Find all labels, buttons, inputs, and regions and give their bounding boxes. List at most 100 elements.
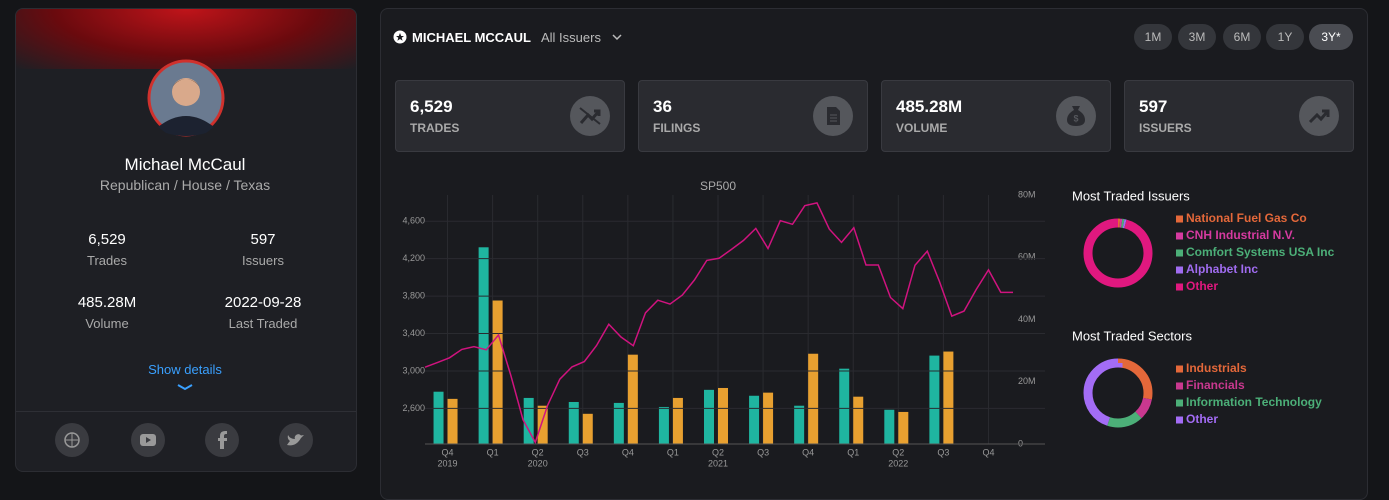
legend-swatch [1176, 416, 1183, 424]
legend-label: CNH Industrial N.V. [1186, 228, 1295, 242]
period-button[interactable]: 6M [1223, 24, 1261, 50]
volume-bar [568, 401, 579, 444]
profile-name: Michael McCaul [124, 155, 246, 174]
x-year-label: 2021 [708, 458, 728, 468]
legend-swatch [1176, 399, 1183, 407]
x-tick-label: Q1 [667, 447, 679, 457]
donut-title: Most Traded Sectors [1072, 328, 1192, 343]
twitter-icon[interactable] [279, 423, 313, 457]
volume-bar [839, 368, 850, 444]
header-name: MICHAEL MCCAUL [412, 30, 531, 45]
stat-label: Issuers [242, 253, 284, 268]
social-icons [55, 423, 313, 457]
period-button[interactable]: 3Y* [1309, 24, 1353, 50]
volume-bar [808, 353, 819, 444]
card-value: 36 [653, 97, 672, 116]
volume-bar [447, 398, 458, 444]
stat-label: Trades [87, 253, 127, 268]
y2-tick-label: 40M [1018, 314, 1036, 324]
y-tick-label: 3,400 [402, 328, 425, 338]
x-tick-label: Q4 [622, 447, 634, 457]
volume-bar [749, 395, 760, 444]
x-tick-label: Q4 [442, 447, 454, 457]
sp500-line [424, 202, 1013, 445]
legend-swatch [1176, 249, 1183, 257]
y-tick-label: 3,800 [402, 290, 425, 300]
donut-segment [1083, 218, 1153, 288]
x-tick-label: Q1 [847, 447, 859, 457]
volume-bar [929, 355, 940, 444]
separator [16, 411, 356, 412]
y-tick-label: 3,000 [402, 365, 425, 375]
legend-label: Financials [1186, 378, 1245, 392]
x-year-label: 2020 [528, 458, 548, 468]
legend-swatch [1176, 283, 1183, 291]
star-icon [393, 30, 407, 44]
facebook-icon[interactable] [205, 423, 239, 457]
dropdown-chevron [612, 34, 622, 41]
legend-swatch [1176, 365, 1183, 373]
card-icon [570, 96, 610, 136]
volume-bar [898, 411, 909, 444]
volume-bar [492, 300, 503, 444]
chart-title: SP500 [700, 179, 736, 193]
volume-bar [537, 405, 548, 444]
legend-swatch [1176, 232, 1183, 240]
stat-card: 6,529 TRADES [395, 80, 625, 152]
card-icon: $ [1056, 96, 1096, 136]
legend-label: National Fuel Gas Co [1186, 211, 1307, 225]
card-value: 6,529 [410, 97, 453, 116]
x-tick-label: Q2 [892, 447, 904, 457]
issuer-filter[interactable]: All Issuers [541, 30, 601, 45]
y2-tick-label: 80M [1018, 189, 1036, 199]
x-tick-label: Q1 [487, 447, 499, 457]
volume-bar [853, 396, 864, 444]
volume-bar [613, 402, 624, 444]
x-tick-label: Q4 [802, 447, 814, 457]
x-tick-label: Q3 [937, 447, 949, 457]
stat-value: 597 [250, 231, 276, 248]
volume-bar [672, 397, 683, 444]
stat-card: 36 FILINGS [638, 80, 868, 152]
volume-bar [478, 247, 489, 444]
stat-value: 485.28M [77, 294, 137, 311]
profile-card [15, 8, 357, 472]
volume-bar [658, 406, 669, 444]
avatar [147, 59, 225, 137]
donut-segment [1083, 358, 1153, 428]
stat-value: 6,529 [88, 231, 126, 248]
period-button[interactable]: 1Y [1266, 24, 1304, 50]
youtube-icon[interactable] [131, 423, 165, 457]
period-button[interactable]: 1M [1134, 24, 1172, 50]
show-details[interactable]: Show details [148, 362, 222, 377]
volume-bar [523, 397, 534, 444]
card-label: TRADES [410, 121, 460, 135]
card-icon [1299, 96, 1339, 136]
x-tick-label: Q3 [757, 447, 769, 457]
volume-bar [582, 413, 593, 444]
y2-tick-label: 20M [1018, 376, 1036, 386]
legend-label: Alphabet Inc [1186, 262, 1258, 276]
x-tick-label: Q4 [982, 447, 994, 457]
y-tick-label: 4,200 [402, 253, 425, 263]
web-icon[interactable] [55, 423, 89, 457]
stat-card: 485.28M VOLUME $ [881, 80, 1111, 152]
volume-bar [884, 409, 895, 444]
volume-bar [943, 351, 954, 444]
card-icon [813, 96, 853, 136]
volume-bar [704, 389, 714, 444]
x-year-label: 2022 [888, 458, 908, 468]
legend-label: Other [1186, 279, 1218, 293]
card-label: FILINGS [653, 121, 701, 135]
period-button[interactable]: 3M [1178, 24, 1216, 50]
legend-swatch [1176, 266, 1183, 274]
legend-label: Comfort Systems USA Inc [1186, 245, 1335, 259]
donut-charts: Most Traded Issuers National Fuel Gas Co C… [1072, 188, 1335, 428]
x-tick-label: Q3 [577, 447, 589, 457]
card-value: 597 [1139, 97, 1168, 116]
y2-tick-label: 60M [1018, 252, 1036, 262]
card-label: VOLUME [896, 121, 948, 135]
y2-tick-label: 0 [1018, 438, 1023, 448]
legend-label: Information Technology [1186, 395, 1322, 409]
